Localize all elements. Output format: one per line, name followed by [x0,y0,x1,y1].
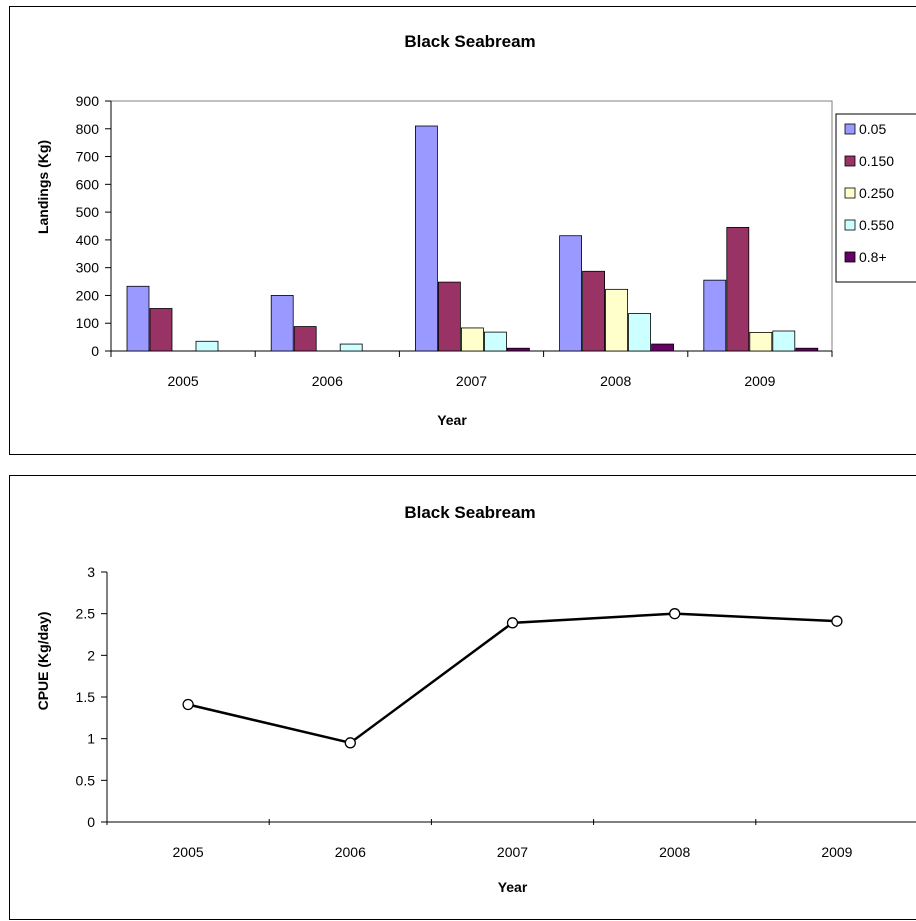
legend-swatch [844,155,856,167]
data-point [669,608,681,620]
bar [628,313,651,352]
bar [795,347,819,352]
y-tick-label: 800 [76,121,100,137]
legend-label: 0.250 [859,185,894,201]
bar [437,281,461,352]
bar [195,340,219,352]
cpue-line-chart: Black Seabream Year CPUE (Kg/day) 0 0.5 1 1… [35,503,916,895]
landings-bar-chart: Black Seabream Year Landings (Kg) 0 100 20… [35,32,916,428]
bar [414,125,438,352]
cpue-chart-panel: Black Seabream Year CPUE (Kg/day) 0 0.5 1 1… [9,475,916,920]
x-axis-title: Year [498,879,528,895]
y-tick-label: 0 [87,814,95,830]
legend-label: 0.05 [859,121,886,137]
x-tick-label: 2008 [659,844,690,860]
y-tick-label: 900 [76,93,100,109]
y-tick-label: 1.5 [76,689,96,705]
x-tick-label: 2009 [744,373,775,389]
legend-label: 0.8+ [859,249,887,265]
bar [749,331,773,352]
bar [270,295,294,352]
chart-title: Black Seabream [404,32,535,51]
data-point [182,698,194,711]
bar [483,331,507,352]
bar [582,270,605,352]
y-tick-label: 300 [76,260,100,276]
y-tick-label: 2 [87,647,95,663]
y-tick-label: 600 [76,176,100,192]
y-tick-label: 1 [87,731,95,747]
x-tick-label: 2006 [312,373,343,389]
x-tick-label: 2005 [168,373,199,389]
bar [149,308,173,352]
legend-swatch [844,123,856,135]
legend-label: 0.550 [859,217,894,233]
bar [726,226,750,352]
bar [506,347,530,352]
x-tick-label: 2006 [335,844,366,860]
chart-title: Black Seabream [404,503,535,522]
y-tick-label: 2.5 [76,606,96,622]
bar [126,285,150,352]
bar [651,343,674,352]
y-axis-title: CPUE (Kg/day) [35,612,51,711]
x-tick-label: 2007 [497,844,528,860]
x-tick-label: 2005 [173,844,204,860]
legend-swatch [844,219,856,231]
y-tick-label: 200 [76,287,100,303]
x-tick-label: 2009 [821,844,852,860]
bar [559,235,582,352]
data-point [344,737,356,749]
y-tick-label: 700 [76,149,100,165]
legend-swatch [844,187,856,199]
bar [605,288,628,352]
bar [293,326,317,352]
bar [460,327,484,352]
legend-label: 0.150 [859,153,894,169]
data-point [506,617,519,629]
x-tick-label: 2008 [600,373,631,389]
y-tick-label: 500 [76,204,100,220]
data-point [831,615,843,627]
y-tick-label: 0.5 [76,772,96,788]
y-tick-label: 400 [76,232,100,248]
bar [703,279,727,352]
landings-chart-panel: Black Seabream Year Landings (Kg) 0 100 20… [9,6,916,455]
series-line [187,612,837,745]
y-tick-label: 3 [87,564,95,580]
y-tick-label: 100 [76,315,100,331]
bar [339,343,363,352]
y-tick-label: 0 [91,343,99,359]
bar [772,330,796,352]
x-axis-title: Year [437,412,467,428]
plot-area: 0 100 200 300 400 500 600 700 800 900 2005 2006 2007… [76,93,916,389]
plot-area: 0 0.5 1 1.5 2 2.5 3 2005 2006 2007 2008 2009 [76,564,916,860]
legend-swatch [844,251,856,263]
x-tick-label: 2007 [456,373,487,389]
y-axis-title: Landings (Kg) [35,140,51,234]
